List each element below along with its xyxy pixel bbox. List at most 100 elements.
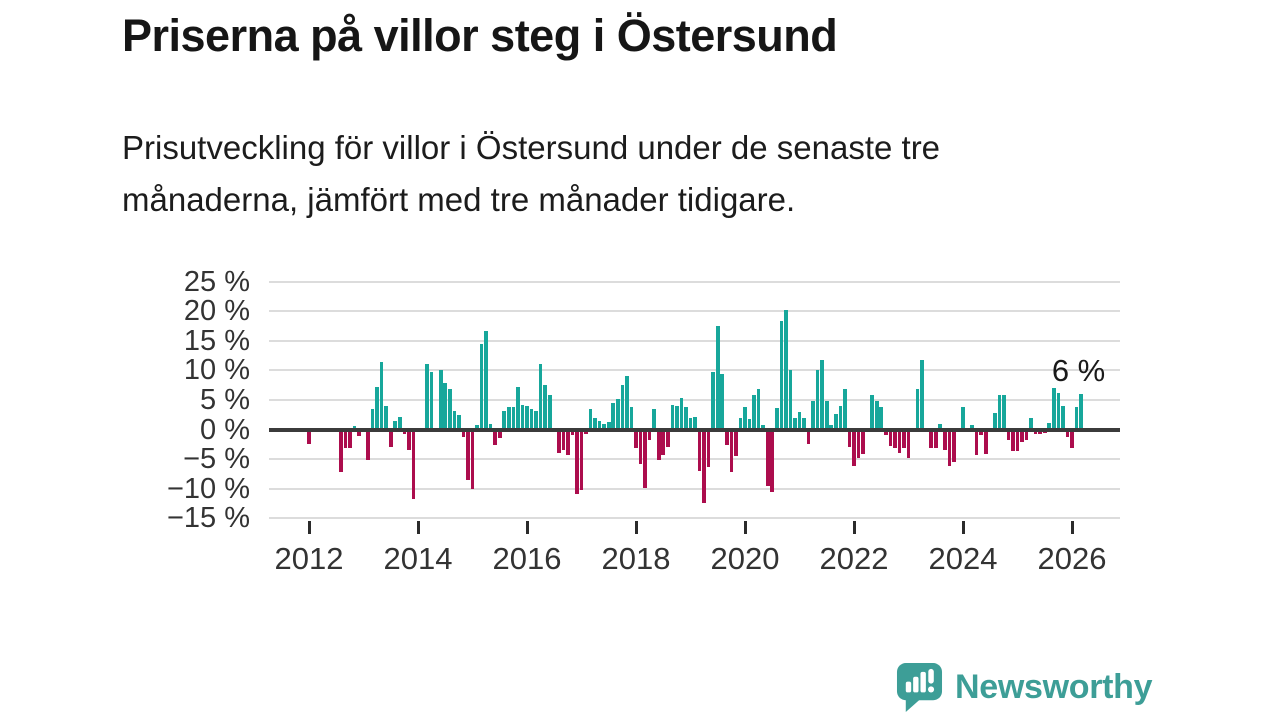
gridline-5-pct	[269, 398, 1120, 401]
bar	[652, 409, 656, 430]
bar	[779, 321, 784, 430]
newsworthy-logo[interactable]: Newsworthy	[896, 662, 1153, 713]
gridline--5-pct	[269, 458, 1120, 461]
bar	[470, 429, 475, 489]
bar	[829, 425, 834, 430]
bar	[547, 395, 552, 430]
page-title: Priserna på villor steg i Östersund	[122, 10, 838, 61]
bar	[806, 429, 811, 444]
bar	[874, 400, 879, 430]
bar	[675, 406, 679, 430]
newsworthy-wordmark: Newsworthy	[955, 668, 1153, 706]
bar	[870, 394, 874, 430]
bar	[725, 429, 729, 445]
bar	[738, 418, 743, 430]
bar	[715, 325, 720, 430]
bar	[602, 423, 607, 430]
bar	[1052, 387, 1056, 430]
bar	[606, 421, 611, 430]
bar	[1038, 429, 1043, 434]
bar	[375, 386, 379, 430]
bar	[411, 429, 416, 500]
bar	[1015, 429, 1020, 452]
subtitle-line-1: Prisutveckling för villor i Östersund un…	[122, 129, 941, 166]
bar	[634, 429, 638, 448]
bar	[679, 397, 684, 430]
bar	[475, 425, 479, 430]
bar	[643, 429, 647, 488]
bar	[511, 407, 516, 430]
bar	[661, 429, 666, 455]
bar	[575, 429, 579, 494]
bar	[593, 418, 597, 430]
bar	[1061, 406, 1065, 430]
bar	[516, 386, 520, 430]
bar	[447, 389, 452, 430]
x-axis-tick	[416, 521, 420, 534]
bar	[774, 407, 779, 430]
bar	[747, 419, 752, 430]
x-axis-tick	[525, 521, 529, 534]
bar	[706, 429, 711, 468]
bar	[566, 429, 570, 455]
bar	[979, 429, 983, 436]
bar	[961, 407, 965, 430]
bar	[620, 385, 625, 430]
bar	[479, 343, 484, 430]
bar	[543, 384, 547, 430]
bar	[693, 417, 697, 430]
x-axis-label: 2018	[601, 541, 671, 576]
gridline-15-pct	[269, 339, 1120, 342]
bar	[616, 399, 620, 430]
bar	[1056, 393, 1061, 430]
x-axis-tick	[743, 521, 747, 534]
bar	[584, 429, 588, 434]
bar	[847, 429, 852, 448]
bar	[970, 424, 974, 430]
newsworthy-bubble-chart-icon	[896, 662, 943, 713]
x-axis-tick	[307, 521, 311, 534]
bar	[784, 309, 788, 430]
bar	[502, 411, 507, 430]
bar	[379, 361, 384, 430]
x-axis-tick	[634, 521, 638, 534]
bar	[765, 429, 770, 487]
y-axis-label: −10 %	[166, 472, 250, 505]
bar	[388, 429, 393, 447]
bar	[1065, 429, 1070, 438]
bar	[520, 405, 525, 430]
bar	[720, 373, 725, 430]
bar	[398, 417, 402, 430]
bar	[625, 376, 629, 430]
bar	[407, 429, 411, 451]
bar	[811, 400, 815, 430]
bar	[1047, 423, 1052, 430]
bar	[461, 429, 466, 438]
bar	[838, 406, 843, 430]
x-axis-tick	[1070, 521, 1074, 534]
bar	[861, 429, 865, 454]
bar	[729, 429, 734, 473]
bar	[929, 429, 934, 448]
x-axis-tick	[852, 521, 856, 534]
bar	[425, 363, 429, 430]
bar	[438, 370, 443, 430]
bar	[684, 407, 688, 430]
bar	[570, 429, 575, 436]
y-axis-label: 20 %	[183, 295, 250, 328]
bar	[902, 429, 906, 448]
bar	[893, 429, 897, 448]
bar	[357, 429, 361, 436]
bar	[856, 429, 861, 458]
gridline-25-pct	[269, 280, 1120, 283]
bar	[561, 429, 566, 451]
bar	[579, 429, 584, 491]
bar	[752, 395, 756, 430]
bar	[348, 429, 352, 449]
x-axis-label: 2022	[819, 541, 889, 576]
bar	[488, 423, 493, 430]
bar	[638, 429, 643, 465]
bar	[756, 388, 761, 430]
